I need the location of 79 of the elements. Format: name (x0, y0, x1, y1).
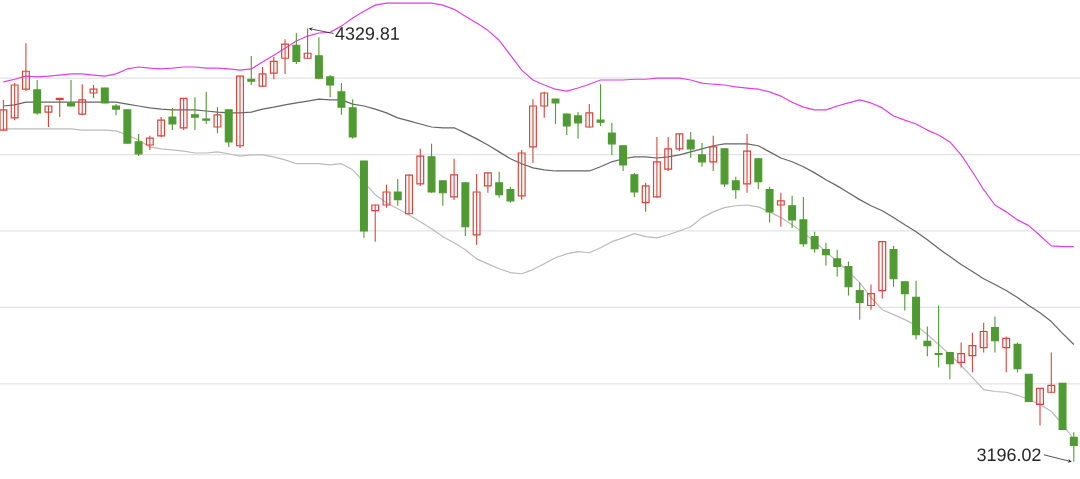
candlestick (337, 82, 346, 116)
candlestick (968, 332, 977, 373)
candlestick (314, 36, 323, 80)
candlestick (78, 83, 87, 116)
annotation: 4329.81 (335, 27, 399, 40)
candlestick (112, 103, 121, 116)
candlestick (517, 149, 526, 201)
candlestick (21, 42, 30, 92)
candlestick (416, 148, 425, 187)
candlestick (709, 135, 718, 172)
candlestick (900, 280, 909, 312)
candlestick (652, 136, 661, 199)
candlestick (1047, 351, 1056, 394)
candlestick (957, 342, 966, 368)
candlestick (754, 157, 763, 190)
candlestick (472, 173, 481, 246)
candlestick (405, 174, 413, 215)
candlestick (483, 172, 492, 194)
candlestick (821, 242, 830, 267)
candlestick (236, 75, 244, 149)
candlestick (134, 133, 143, 157)
candlestick (619, 144, 628, 172)
candlestick (326, 74, 335, 98)
candlestick (788, 195, 797, 229)
candlestick (945, 351, 954, 380)
candlestick (923, 325, 932, 357)
candlestick (247, 55, 256, 86)
candlestick (1036, 387, 1044, 427)
candlestick (810, 231, 819, 254)
candlestick (990, 316, 999, 354)
candlestick (844, 261, 853, 297)
candlestick (731, 176, 740, 200)
candlestick (213, 106, 222, 134)
candlestick (585, 103, 594, 129)
candlestick (799, 196, 808, 248)
candlestick (867, 283, 875, 311)
candlestick (630, 172, 639, 198)
candlestick (641, 182, 650, 213)
candlestick (190, 96, 199, 131)
candlestick (1002, 335, 1011, 373)
candlestick (495, 171, 504, 199)
candlestick (540, 91, 549, 119)
candlestick (168, 107, 177, 131)
candlestick (878, 240, 887, 300)
candlestick (202, 91, 211, 125)
candlestick (438, 179, 447, 207)
candlestick (855, 282, 864, 321)
candlestick (393, 178, 402, 207)
candlestick (562, 113, 571, 136)
candlestick (776, 192, 785, 228)
candlestick (698, 142, 706, 168)
candlestick (664, 136, 673, 172)
candlestick (382, 184, 391, 209)
candlestick (292, 32, 301, 65)
candlestick (450, 158, 459, 201)
candlestick (833, 249, 842, 277)
candlestick (10, 82, 19, 121)
candlestick (157, 116, 166, 138)
candlestick (596, 83, 605, 127)
candlestick (528, 98, 537, 164)
candlestick (258, 66, 267, 88)
candlestick (765, 186, 774, 224)
candlestick (281, 38, 290, 75)
candlestick (33, 79, 42, 116)
candlestick (269, 56, 278, 80)
candlestick (934, 304, 943, 368)
candlestick (743, 133, 752, 194)
candlestick (371, 204, 380, 243)
candlestick (179, 97, 188, 131)
annotation: 3196.02 (977, 448, 1041, 462)
candlestick (686, 131, 695, 159)
candlestick (67, 79, 75, 107)
candlestick (145, 135, 154, 151)
candlestick (551, 98, 560, 125)
candlestick (0, 99, 8, 132)
candlestick (44, 105, 53, 128)
candlestick (574, 111, 583, 140)
candlestick (607, 122, 616, 156)
candlestick (979, 322, 988, 354)
